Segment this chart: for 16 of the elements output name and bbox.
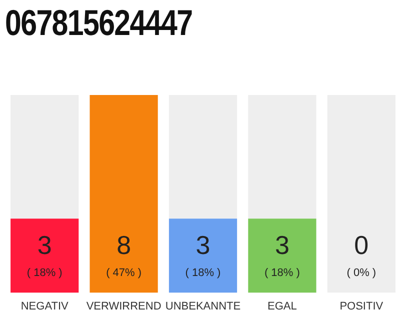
annotation: ( 47% ) <box>106 266 142 279</box>
data-label: 3 <box>274 230 290 260</box>
data-label: 8 <box>116 230 132 260</box>
annotation: ( 18% ) <box>185 266 221 279</box>
data-label: 3 <box>196 230 210 260</box>
x-tick-label: POSITIV <box>340 300 384 312</box>
annotation: ( 18% ) <box>264 266 300 279</box>
x-tick-label: NEGATIV <box>20 300 69 312</box>
chart-title: 067815624447 <box>5 2 192 44</box>
data-label: 3 <box>37 230 52 260</box>
annotation: ( 18% ) <box>26 266 62 279</box>
annotation: 0 <box>354 230 369 260</box>
x-tick-label: EGAL <box>268 300 297 312</box>
x-tick-label: UNBEKANNTE <box>165 300 241 312</box>
x-tick-label: VERWIRREND <box>86 300 162 312</box>
annotation: ( 0% ) <box>346 266 376 279</box>
